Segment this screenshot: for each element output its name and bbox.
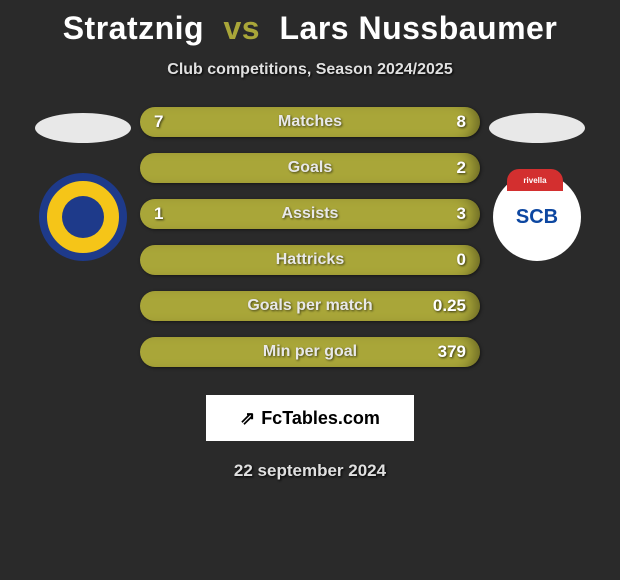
club-badge-right: rivella SCB — [493, 173, 581, 261]
branding-text: FcTables.com — [261, 408, 380, 429]
stat-left-value: 1 — [154, 204, 163, 224]
branding-icon: ⇗ — [240, 408, 255, 429]
left-player-column — [28, 107, 138, 367]
right-player-column: rivella SCB — [482, 107, 592, 367]
player1-name: Stratznig — [63, 10, 204, 46]
club-badge-right-top: rivella — [507, 169, 563, 191]
club-badge-left — [39, 173, 127, 261]
stat-right-value: 0.25 — [433, 296, 466, 316]
club-badge-left-inner — [62, 196, 104, 238]
stat-label: Matches — [278, 113, 342, 131]
stat-right-value: 8 — [457, 112, 466, 132]
stat-row-assists: 1 Assists 3 — [140, 199, 480, 229]
vs-word: vs — [223, 10, 260, 46]
stat-right-value: 3 — [457, 204, 466, 224]
subtitle: Club competitions, Season 2024/2025 — [0, 61, 620, 79]
stat-label: Goals per match — [247, 297, 372, 315]
stat-label: Goals — [288, 159, 332, 177]
stats-bars: 7 Matches 8 Goals 2 1 Assists 3 Hattrick… — [138, 107, 482, 367]
player1-photo-placeholder — [35, 113, 131, 143]
stat-row-matches: 7 Matches 8 — [140, 107, 480, 137]
player2-name: Lars Nussbaumer — [279, 10, 557, 46]
stat-label: Min per goal — [263, 343, 357, 361]
date-line: 22 september 2024 — [0, 461, 620, 481]
stat-right-value: 0 — [457, 250, 466, 270]
stat-row-goals: Goals 2 — [140, 153, 480, 183]
comparison-area: 7 Matches 8 Goals 2 1 Assists 3 Hattrick… — [0, 107, 620, 367]
player2-photo-placeholder — [489, 113, 585, 143]
stat-row-mpg: Min per goal 379 — [140, 337, 480, 367]
branding-box[interactable]: ⇗ FcTables.com — [206, 395, 414, 441]
club-badge-right-text: SCB — [516, 206, 558, 229]
stat-right-value: 2 — [457, 158, 466, 178]
stat-left-value: 7 — [154, 112, 163, 132]
stat-label: Assists — [282, 205, 339, 223]
stat-row-gpm: Goals per match 0.25 — [140, 291, 480, 321]
page-title: Stratznig vs Lars Nussbaumer — [0, 0, 620, 47]
stat-row-hattricks: Hattricks 0 — [140, 245, 480, 275]
stat-right-value: 379 — [438, 342, 466, 362]
stat-label: Hattricks — [276, 251, 344, 269]
